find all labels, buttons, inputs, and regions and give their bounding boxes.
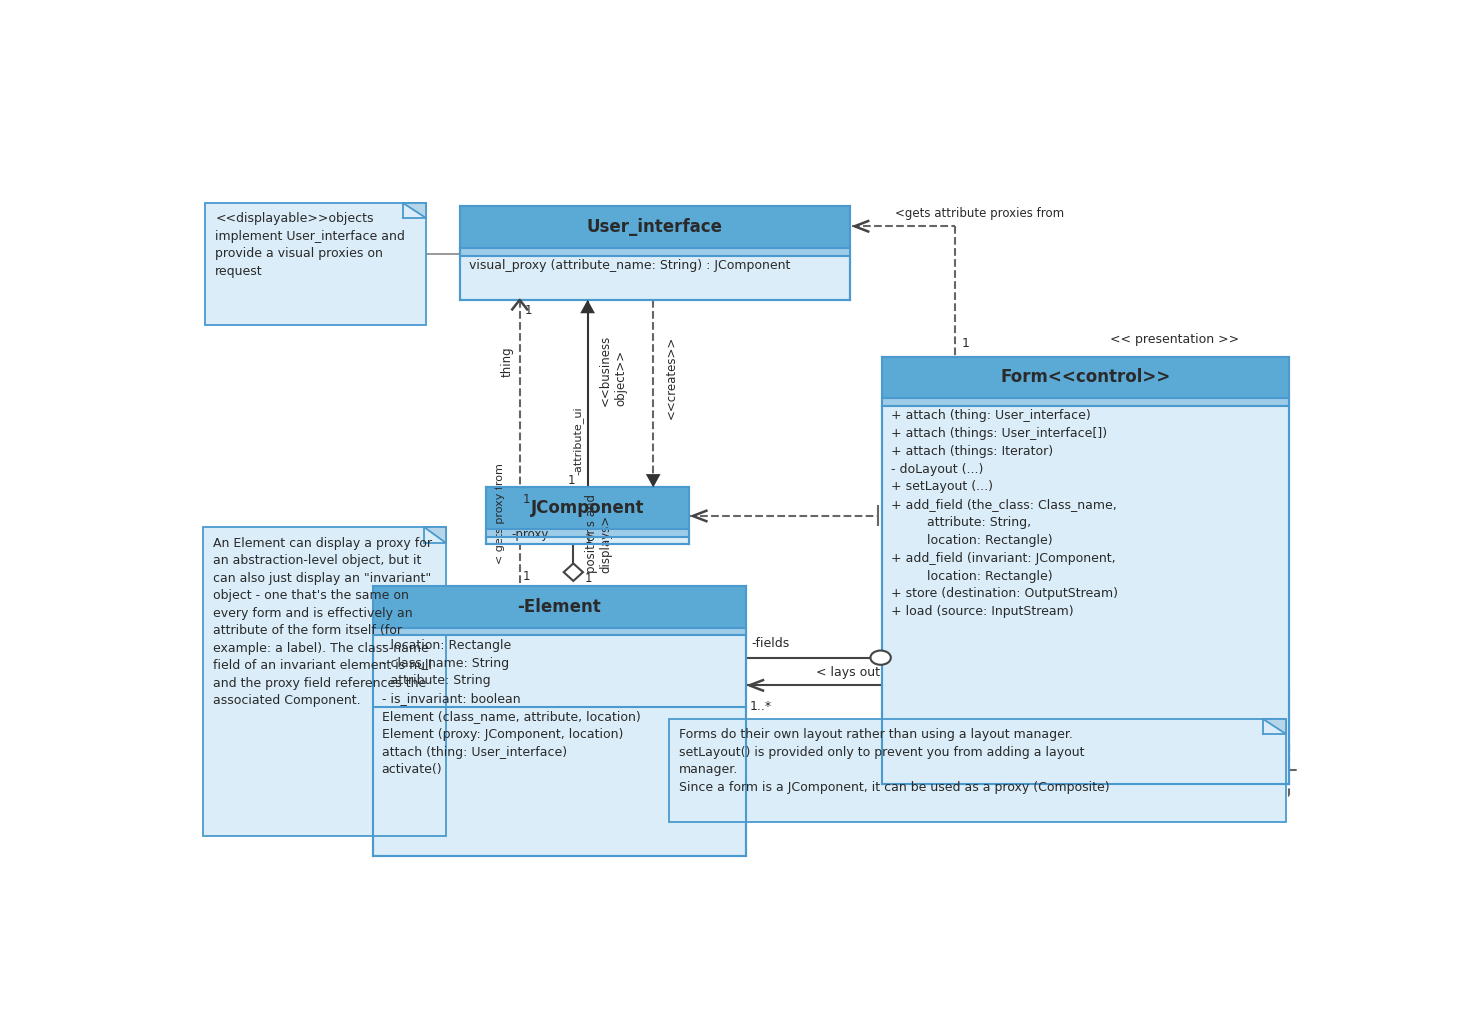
Text: 1: 1 xyxy=(584,573,593,586)
Text: 1: 1 xyxy=(584,533,593,546)
Text: + add_field (the_class: Class_name,: + add_field (the_class: Class_name, xyxy=(891,499,1117,511)
Polygon shape xyxy=(580,300,594,314)
Bar xyxy=(372,586,746,855)
Text: - attribute: String: - attribute: String xyxy=(381,674,491,688)
Text: - doLayout (...): - doLayout (...) xyxy=(891,463,983,476)
Text: 1: 1 xyxy=(523,493,530,507)
Text: << presentation >>: << presentation >> xyxy=(1111,333,1240,345)
Bar xyxy=(372,627,746,635)
Text: + attach (thing: User_interface): + attach (thing: User_interface) xyxy=(891,409,1091,423)
Bar xyxy=(882,398,1289,406)
Text: An Element can display a proxy for
an abstraction-level object, but it
can also : An Element can display a proxy for an ab… xyxy=(213,537,432,707)
Bar xyxy=(460,248,850,256)
Polygon shape xyxy=(403,203,426,218)
Text: -attribute_ui: -attribute_ui xyxy=(572,407,583,476)
Bar xyxy=(203,527,447,836)
Text: <<creates>>: <<creates>> xyxy=(664,336,677,419)
Text: positions and
displays>: positions and displays> xyxy=(584,494,613,574)
Bar xyxy=(882,357,1289,784)
Polygon shape xyxy=(423,527,447,543)
Text: + load (source: InputStream): + load (source: InputStream) xyxy=(891,605,1073,618)
Text: thing: thing xyxy=(501,346,514,377)
Text: 1: 1 xyxy=(523,571,530,583)
Text: -Element: -Element xyxy=(517,598,602,616)
Text: + attach (things: Iterator): + attach (things: Iterator) xyxy=(891,445,1053,457)
Text: <gets attribute proxies from: <gets attribute proxies from xyxy=(895,207,1064,220)
Polygon shape xyxy=(564,563,583,581)
Text: activate(): activate() xyxy=(381,764,442,776)
Text: Element (proxy: JComponent, location): Element (proxy: JComponent, location) xyxy=(381,728,623,741)
Polygon shape xyxy=(1263,719,1286,734)
Text: 1: 1 xyxy=(524,304,531,317)
Bar xyxy=(486,487,689,545)
Bar xyxy=(460,207,850,300)
Text: 1..*: 1..* xyxy=(749,700,771,712)
Text: -fields: -fields xyxy=(752,636,790,650)
Text: Forms do their own layout rather than using a layout manager.
setLayout() is pro: Forms do their own layout rather than us… xyxy=(679,728,1110,794)
Text: + attach (things: User_interface[]): + attach (things: User_interface[]) xyxy=(891,427,1107,440)
Text: + store (destination: OutputStream): + store (destination: OutputStream) xyxy=(891,587,1118,600)
Bar xyxy=(486,487,689,528)
Circle shape xyxy=(870,651,891,665)
Text: - location: Rectangle: - location: Rectangle xyxy=(381,638,511,652)
Text: <<displayable>>objects
implement User_interface and
provide a visual proxies on
: <<displayable>>objects implement User_in… xyxy=(215,212,406,278)
Text: location: Rectangle): location: Rectangle) xyxy=(891,570,1053,583)
Text: attach (thing: User_interface): attach (thing: User_interface) xyxy=(381,745,566,759)
Bar xyxy=(372,586,746,627)
Polygon shape xyxy=(645,474,660,487)
Text: visual_proxy (attribute_name: String) : JComponent: visual_proxy (attribute_name: String) : … xyxy=(469,259,790,271)
Bar xyxy=(669,719,1286,821)
Bar xyxy=(204,203,426,325)
Text: -proxy: -proxy xyxy=(511,527,549,541)
Text: attribute: String,: attribute: String, xyxy=(891,516,1031,529)
Text: location: Rectangle): location: Rectangle) xyxy=(891,534,1053,547)
Text: Form<<control>>: Form<<control>> xyxy=(1000,368,1171,387)
Bar xyxy=(882,357,1289,398)
Text: User_interface: User_interface xyxy=(587,218,723,236)
Text: <<business
object>>: <<business object>> xyxy=(599,334,626,406)
Text: - class_name: String: - class_name: String xyxy=(381,657,508,669)
Text: 1: 1 xyxy=(962,337,969,351)
Text: JComponent: JComponent xyxy=(531,499,644,517)
Text: < lays out: < lays out xyxy=(816,666,880,680)
Text: + add_field (invariant: JComponent,: + add_field (invariant: JComponent, xyxy=(891,552,1115,564)
Bar xyxy=(486,528,689,537)
Text: - is_invariant: boolean: - is_invariant: boolean xyxy=(381,692,520,705)
Text: < gets proxy from: < gets proxy from xyxy=(495,463,505,563)
Text: 1: 1 xyxy=(566,474,575,486)
Text: + setLayout (...): + setLayout (...) xyxy=(891,480,993,493)
Bar xyxy=(460,207,850,248)
Text: Element (class_name, attribute, location): Element (class_name, attribute, location… xyxy=(381,710,641,723)
